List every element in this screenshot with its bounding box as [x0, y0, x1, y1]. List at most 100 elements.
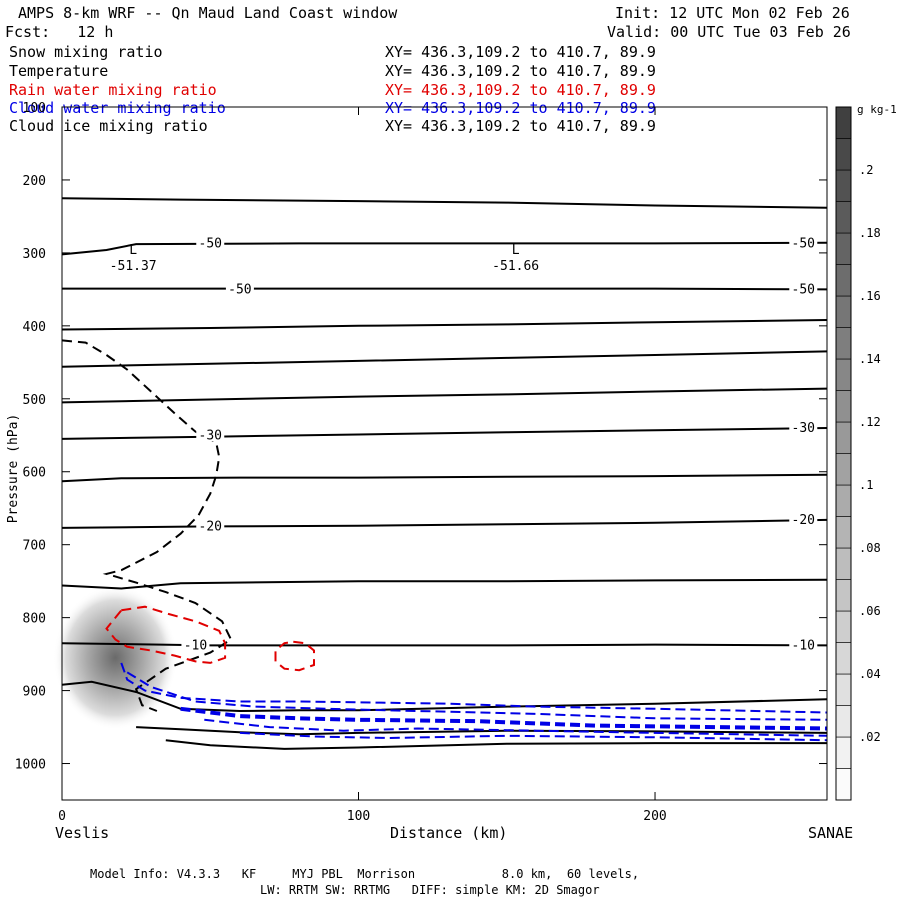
isotherm-line — [61, 350, 828, 368]
colorbar-band — [835, 232, 852, 265]
isotherm-label-bg — [181, 637, 210, 652]
y-tick-label: 900 — [23, 685, 46, 700]
chart-title: AMPS 8-km WRF -- Qn Maud Land Coast wind… — [18, 4, 398, 22]
isotherm-label-bg — [196, 235, 225, 250]
isotherm-label: -20 — [792, 513, 815, 528]
cloud-ice-contours — [61, 339, 233, 712]
cloud-water-contour — [180, 706, 828, 731]
low-value: -51.37 — [110, 259, 157, 274]
colorbar-band — [835, 516, 852, 549]
colorbar-band — [835, 201, 852, 234]
y-tick-label: 300 — [23, 247, 46, 262]
isotherm-label: -10 — [792, 638, 815, 653]
rain-contours — [105, 605, 315, 672]
cloud-water-contour — [239, 731, 828, 742]
isotherm-label: -30 — [792, 421, 815, 436]
colorbar-tick-label: .16 — [859, 289, 881, 303]
x-axis-title: Distance (km) — [390, 824, 508, 842]
init-time: Init: 12 UTC Mon 02 Feb 26 — [615, 4, 850, 22]
isotherm-label: -30 — [199, 428, 222, 443]
field-name-cloud-water: Cloud water mixing ratio — [9, 99, 226, 117]
x-left-station: Veslis — [55, 824, 110, 842]
colorbar-tick-label: .1 — [859, 478, 873, 492]
forecast-hour: Fcst: 12 h — [5, 23, 114, 41]
colorbar-band — [835, 295, 852, 328]
plot-frame — [61, 106, 828, 801]
colorbar-band — [835, 138, 852, 171]
isotherm-label-bg — [196, 518, 225, 533]
x-right-station: SANAE — [808, 824, 854, 842]
rain-contour — [274, 640, 315, 672]
isotherm-line — [61, 427, 828, 440]
rain-contour — [105, 605, 227, 664]
isotherm-line — [61, 680, 828, 713]
y-tick-label: 700 — [23, 539, 46, 554]
isotherm-line — [136, 726, 828, 736]
colorbar-band — [835, 673, 852, 706]
isotherm-label: -50 — [792, 236, 815, 251]
isotherm-line — [61, 642, 828, 647]
isotherm-label: -50 — [199, 236, 222, 251]
colorbar-band — [835, 484, 852, 517]
isotherm-line — [165, 739, 827, 750]
isotherm-line — [61, 197, 828, 209]
x-tick-label: 0 — [58, 809, 66, 824]
isotherm-line — [61, 473, 828, 483]
colorbar-tick-label: .14 — [859, 352, 881, 366]
colorbar-band — [835, 547, 852, 580]
field-xy-cloud-water: XY= 436.3,109.2 to 410.7, 89.9 — [385, 99, 656, 117]
field-name-temperature: Temperature — [9, 62, 109, 80]
field-name-cloud-ice: Cloud ice mixing ratio — [9, 117, 208, 135]
snow-max-blob — [53, 585, 178, 730]
y-tick-label: 400 — [23, 320, 46, 335]
y-tick-label: 100 — [23, 101, 46, 116]
footer-model-info: Model Info: V4.3.3 KF MYJ PBL Morrison 8… — [90, 867, 640, 881]
x-tick-label: 100 — [347, 809, 370, 824]
y-tick-label: 200 — [23, 174, 46, 189]
colorbar-band — [835, 327, 852, 360]
isotherm-label-bg — [196, 427, 225, 442]
field-xy-temperature: XY= 436.3,109.2 to 410.7, 89.9 — [385, 62, 656, 80]
cloud-ice-contour — [61, 339, 233, 712]
isotherm-line — [62, 287, 828, 291]
axes: 100 200 300 400 500 600 700 800 900 1000 0 100 200 Pr… — [6, 101, 828, 824]
colorbar-tick-label: .06 — [859, 604, 881, 618]
y-tick-label: 500 — [23, 393, 46, 408]
cloud-water-contours — [120, 662, 828, 742]
snow-shading — [53, 585, 178, 730]
colorbar-band — [835, 736, 852, 769]
isotherm-label-bg — [225, 281, 254, 296]
y-tick-label: 600 — [23, 466, 46, 481]
isotherm-line — [61, 241, 828, 256]
field-name-rain: Rain water mixing ratio — [9, 81, 217, 99]
colorbar-unit: g kg-1 — [857, 103, 897, 116]
isotherm-line — [61, 518, 828, 529]
field-xy-snow: XY= 436.3,109.2 to 410.7, 89.9 — [385, 43, 656, 61]
colorbar-band — [835, 768, 852, 801]
y-tick-label: 800 — [23, 612, 46, 627]
colorbar-band — [835, 106, 852, 139]
colorbar-band — [835, 642, 852, 675]
colorbar-tick-label: .2 — [859, 163, 873, 177]
footer-physics-info: LW: RRTM SW: RRTMG DIFF: simple KM: 2D S… — [260, 883, 600, 897]
isotherm-label-bg — [789, 281, 818, 296]
isotherm-label-bg — [789, 235, 818, 250]
colorbar-band — [835, 421, 852, 454]
isotherm-line — [61, 578, 828, 590]
isotherm-label: -50 — [228, 282, 251, 297]
low-marker: L — [512, 243, 520, 258]
cloud-water-contour — [126, 671, 828, 721]
field-xy-rain: XY= 436.3,109.2 to 410.7, 89.9 — [385, 81, 656, 99]
colorbar-band — [835, 453, 852, 486]
isotherm-label: -50 — [792, 282, 815, 297]
colorbar-band — [835, 390, 852, 423]
isotherm-line — [61, 387, 828, 404]
colorbar-frame — [835, 106, 852, 801]
field-name-snow: Snow mixing ratio — [9, 43, 163, 61]
colorbar-band — [835, 169, 852, 202]
low-value: -51.66 — [492, 259, 539, 274]
colorbar-band — [835, 579, 852, 612]
field-xy-cloud-ice: XY= 436.3,109.2 to 410.7, 89.9 — [385, 117, 656, 135]
colorbar-band — [835, 610, 852, 643]
